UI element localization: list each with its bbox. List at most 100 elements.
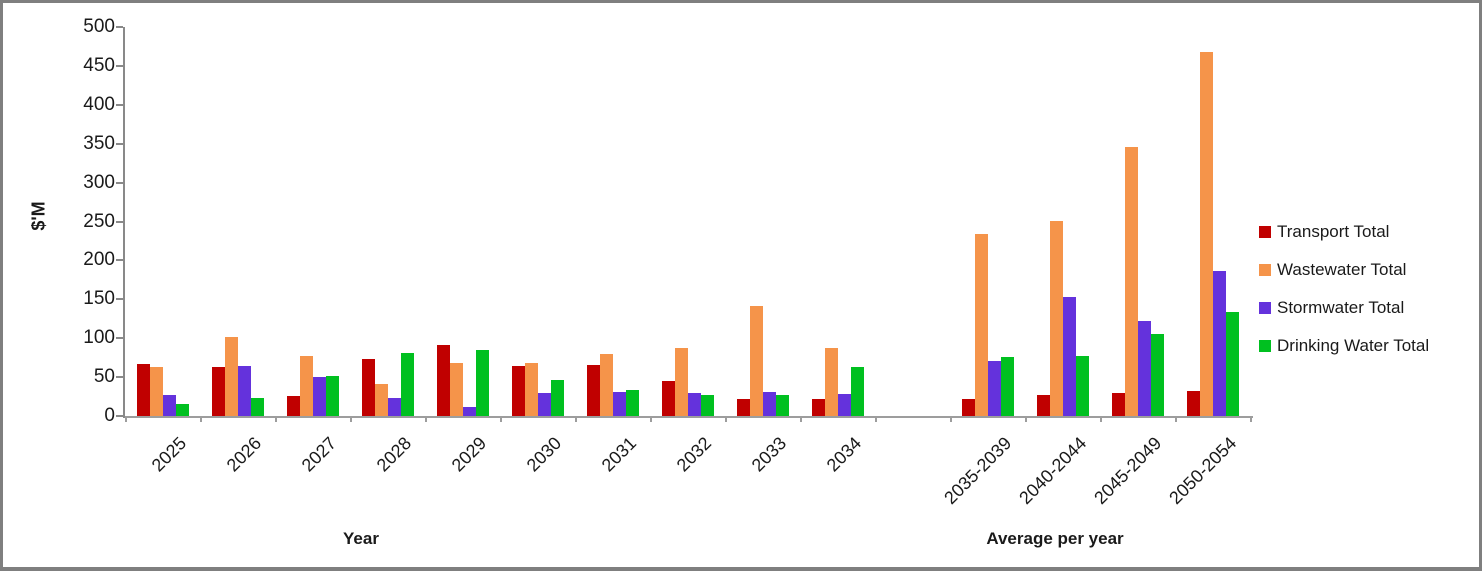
bar-transport-total-2035-2039 xyxy=(962,399,975,416)
bar-stormwater-total-2026 xyxy=(238,366,251,416)
bar-stormwater-total-2033 xyxy=(763,392,776,416)
x-tick-mark xyxy=(875,416,877,422)
bar-drinking-water-total-2034 xyxy=(851,367,864,416)
bar-wastewater-total-2031 xyxy=(600,354,613,416)
bar-drinking-water-total-2033 xyxy=(776,395,789,416)
bar-transport-total-2033 xyxy=(737,399,750,416)
y-tick-mark xyxy=(116,103,123,106)
y-tick-mark xyxy=(116,181,123,184)
x-tick-mark xyxy=(950,416,952,422)
x-tick-mark xyxy=(1100,416,1102,422)
bar-wastewater-total-2025 xyxy=(150,367,163,416)
legend-item-drinking-water-total: Drinking Water Total xyxy=(1259,336,1429,356)
bar-wastewater-total-2045-2049 xyxy=(1125,147,1138,416)
x-tick-mark xyxy=(500,416,502,422)
bar-stormwater-total-2032 xyxy=(688,393,701,416)
bar-stormwater-total-2040-2044 xyxy=(1063,297,1076,416)
y-tick-mark xyxy=(116,142,123,145)
legend-item-transport-total: Transport Total xyxy=(1259,222,1389,242)
bar-stormwater-total-2029 xyxy=(463,407,476,416)
x-category-label: 2029 xyxy=(448,433,491,476)
y-tick-label: 50 xyxy=(93,366,115,388)
bar-wastewater-total-2035-2039 xyxy=(975,234,988,416)
legend-swatch xyxy=(1259,302,1271,314)
x-axis-title-average-per-year: Average per year xyxy=(986,529,1124,548)
y-tick-label: 200 xyxy=(83,249,115,271)
y-tick-label: 0 xyxy=(104,405,115,426)
legend-swatch xyxy=(1259,226,1271,238)
bar-drinking-water-total-2027 xyxy=(326,376,339,416)
y-tick-mark xyxy=(116,26,123,28)
bar-drinking-water-total-2030 xyxy=(551,380,564,416)
bar-transport-total-2026 xyxy=(212,367,225,416)
bar-drinking-water-total-2028 xyxy=(401,353,414,416)
y-tick-mark xyxy=(116,64,123,67)
bar-wastewater-total-2032 xyxy=(675,348,688,416)
bar-wastewater-total-2028 xyxy=(375,384,388,416)
x-tick-mark xyxy=(1025,416,1027,422)
bar-transport-total-2050-2054 xyxy=(1187,391,1200,416)
x-tick-mark xyxy=(1175,416,1177,422)
x-category-label: 2031 xyxy=(598,433,641,476)
legend-label: Transport Total xyxy=(1277,222,1390,241)
x-category-label: 2034 xyxy=(823,433,866,476)
y-tick-mark xyxy=(116,298,123,301)
y-tick-mark xyxy=(116,337,123,340)
legend-swatch xyxy=(1259,264,1271,276)
legend-label: Drinking Water Total xyxy=(1277,336,1430,355)
y-tick-label: 150 xyxy=(83,288,115,310)
bar-stormwater-total-2027 xyxy=(313,377,326,416)
x-category-label: 2035-2039 xyxy=(940,433,1016,509)
y-tick-label: 300 xyxy=(83,171,115,193)
bar-stormwater-total-2035-2039 xyxy=(988,361,1001,416)
bar-transport-total-2027 xyxy=(287,396,300,416)
x-category-label: 2030 xyxy=(523,433,566,476)
y-tick-label: 250 xyxy=(83,210,115,232)
bar-transport-total-2029 xyxy=(437,345,450,416)
y-tick-label: 350 xyxy=(83,132,115,154)
x-tick-mark xyxy=(350,416,352,422)
bar-transport-total-2034 xyxy=(812,399,825,416)
legend-item-stormwater-total: Stormwater Total xyxy=(1259,298,1404,318)
bar-wastewater-total-2040-2044 xyxy=(1050,221,1063,416)
x-category-label: 2026 xyxy=(223,433,266,476)
x-category-label: 2045-2049 xyxy=(1090,433,1166,509)
bar-stormwater-total-2045-2049 xyxy=(1138,321,1151,416)
bar-transport-total-2032 xyxy=(662,381,675,416)
x-axis-title-year: Year xyxy=(343,529,379,548)
legend-swatch xyxy=(1259,340,1271,352)
x-axis-line xyxy=(125,416,1253,418)
bar-transport-total-2031 xyxy=(587,365,600,416)
x-category-label: 2027 xyxy=(298,433,341,476)
bar-transport-total-2045-2049 xyxy=(1112,393,1125,416)
bar-stormwater-total-2031 xyxy=(613,392,626,416)
y-tick-label: 500 xyxy=(83,16,115,37)
x-tick-mark xyxy=(125,416,127,422)
x-category-label: 2032 xyxy=(673,433,716,476)
bar-stormwater-total-2030 xyxy=(538,393,551,416)
bar-stormwater-total-2050-2054 xyxy=(1213,271,1226,416)
bar-wastewater-total-2034 xyxy=(825,348,838,416)
y-tick-label: 100 xyxy=(83,327,115,349)
y-axis-title: $'M xyxy=(28,201,49,231)
bar-transport-total-2028 xyxy=(362,359,375,416)
x-category-label: 2028 xyxy=(373,433,416,476)
y-tick-label: 450 xyxy=(83,54,115,76)
legend-item-wastewater-total: Wastewater Total xyxy=(1259,260,1406,280)
x-category-label: 2050-2054 xyxy=(1165,433,1241,509)
bar-drinking-water-total-2050-2054 xyxy=(1226,312,1239,416)
bar-drinking-water-total-2040-2044 xyxy=(1076,356,1089,416)
bar-transport-total-2030 xyxy=(512,366,525,416)
legend-label: Stormwater Total xyxy=(1277,298,1405,317)
bar-wastewater-total-2027 xyxy=(300,356,313,416)
y-tick-mark xyxy=(116,376,123,379)
bar-drinking-water-total-2025 xyxy=(176,404,189,416)
bar-wastewater-total-2050-2054 xyxy=(1200,52,1213,416)
x-tick-mark xyxy=(575,416,577,422)
bar-drinking-water-total-2029 xyxy=(476,350,489,416)
bar-drinking-water-total-2026 xyxy=(251,398,264,416)
bar-drinking-water-total-2035-2039 xyxy=(1001,357,1014,416)
bar-drinking-water-total-2045-2049 xyxy=(1151,334,1164,416)
bar-wastewater-total-2029 xyxy=(450,363,463,416)
